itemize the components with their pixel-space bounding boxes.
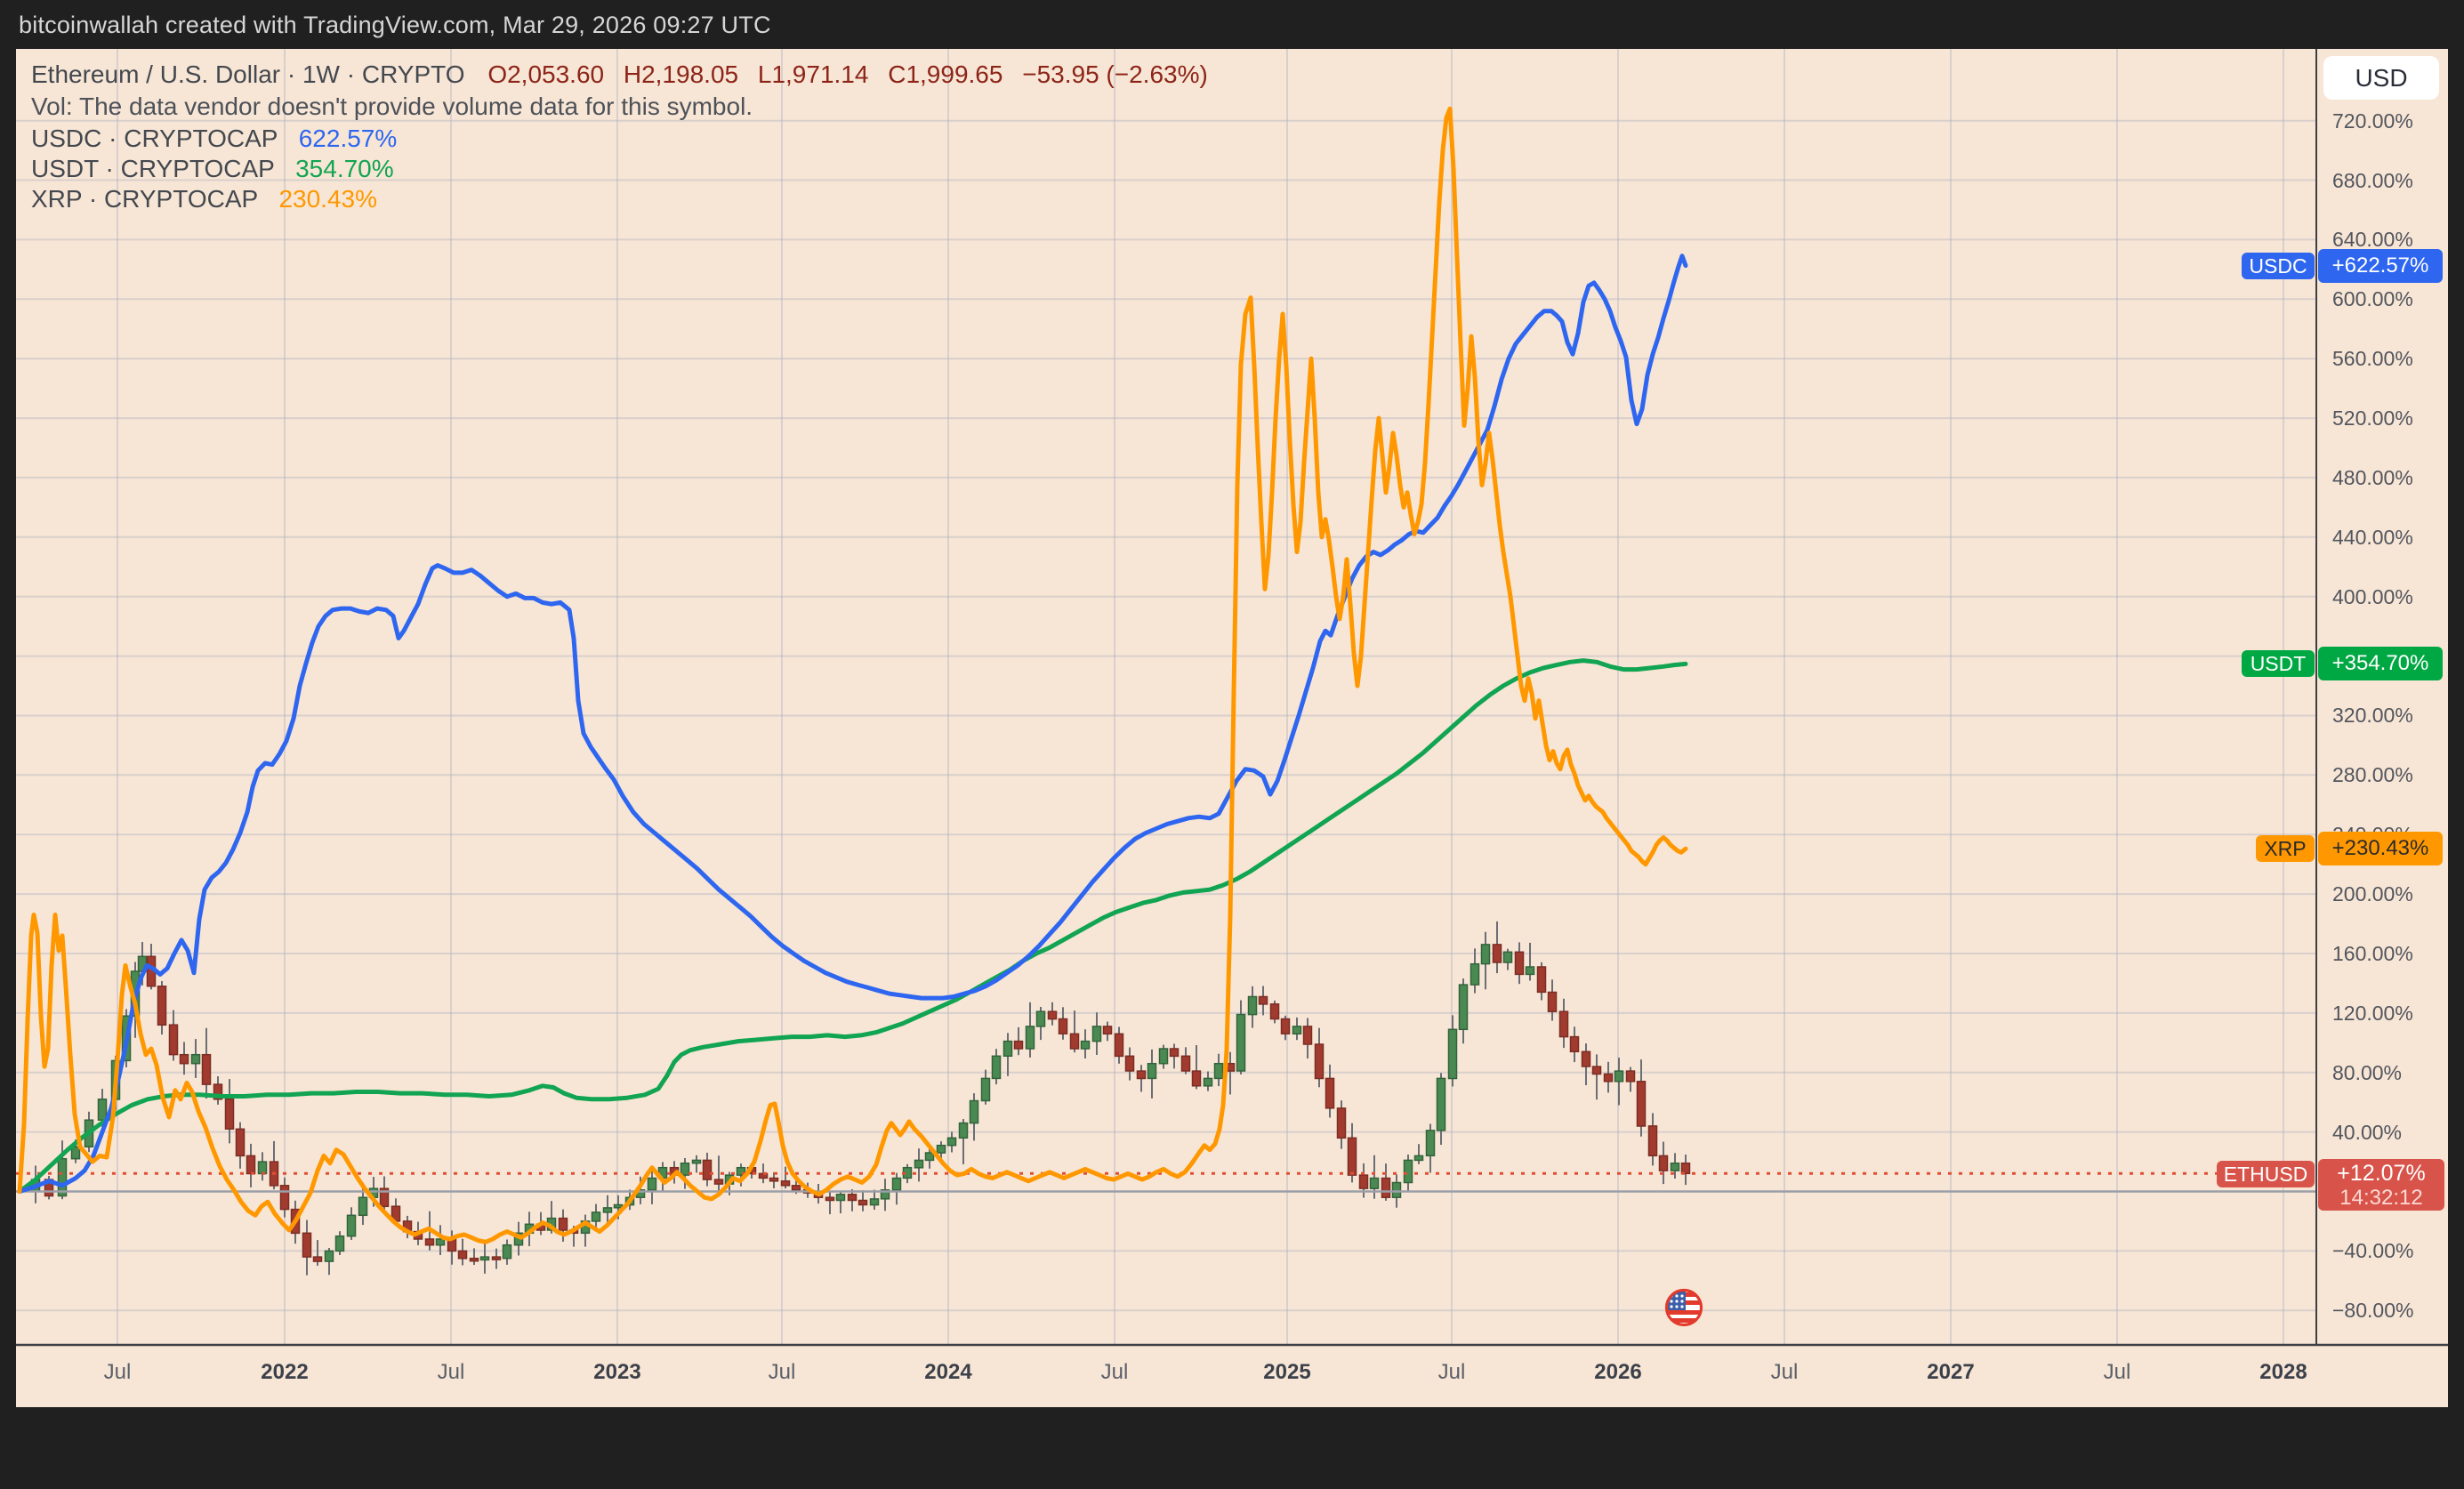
ohlc-open: O2,053.60 bbox=[487, 60, 605, 88]
ohlc-high: H2,198.05 bbox=[623, 60, 739, 88]
currency-toggle-button[interactable]: USD bbox=[2323, 56, 2439, 100]
volume-note: Vol: The data vendor doesn't provide vol… bbox=[31, 93, 753, 120]
time-tick-label: 2024 bbox=[924, 1360, 972, 1384]
price-tick-label: 200.00% bbox=[2332, 882, 2413, 906]
time-tick-label: Jul bbox=[1437, 1360, 1466, 1384]
price-tick-label: 680.00% bbox=[2332, 168, 2413, 192]
price-tick-label: 560.00% bbox=[2332, 347, 2413, 371]
price-tick-label: 80.00% bbox=[2332, 1060, 2403, 1084]
ethusd-axis-label: ETHUSD bbox=[2217, 1161, 2315, 1187]
price-tick-label: 120.00% bbox=[2332, 1001, 2413, 1025]
compare-symbol: XRP · CRYPTOCAP bbox=[31, 185, 258, 213]
time-tick-label: Jul bbox=[768, 1360, 796, 1384]
time-tick-label: Jul bbox=[1100, 1360, 1129, 1384]
usdc-axis-label: USDC bbox=[2242, 253, 2315, 279]
ethusd-last-change: +12.07% bbox=[2337, 1161, 2426, 1186]
compare-value: 230.43% bbox=[278, 185, 378, 213]
price-tick-label: 440.00% bbox=[2332, 525, 2413, 549]
header-bar: bitcoinwallah created with TradingView.c… bbox=[0, 0, 2464, 49]
price-tick-label: 720.00% bbox=[2332, 109, 2413, 133]
ohlc-low: L1,971.14 bbox=[757, 60, 869, 88]
price-tick-label: 280.00% bbox=[2332, 763, 2413, 787]
us-flag-icon bbox=[1664, 1288, 1703, 1327]
xrp-axis-label: XRP bbox=[2256, 835, 2315, 862]
ohlc-close: C1,999.65 bbox=[888, 60, 1003, 88]
compare-row-usdt[interactable]: USDT · CRYPTOCAP 354.70% bbox=[31, 155, 394, 183]
time-tick-label: Jul bbox=[437, 1360, 465, 1384]
compare-row-xrp[interactable]: XRP · CRYPTOCAP 230.43% bbox=[31, 185, 377, 213]
time-tick-label: 2028 bbox=[2259, 1360, 2307, 1384]
usdt-axis-label: USDT bbox=[2242, 650, 2315, 677]
volume-note-row: Vol: The data vendor doesn't provide vol… bbox=[31, 93, 753, 121]
usdt-axis-value: +354.70% bbox=[2318, 647, 2443, 680]
price-tick-label: 640.00% bbox=[2332, 228, 2413, 252]
ethusd-bar-countdown: 14:32:12 bbox=[2339, 1186, 2423, 1210]
price-tick-label: 480.00% bbox=[2332, 465, 2413, 489]
header-attribution: bitcoinwallah created with TradingView.c… bbox=[19, 12, 771, 38]
footer-bar: TradingView bbox=[0, 1407, 2464, 1489]
time-tick-label: 2022 bbox=[261, 1360, 309, 1384]
price-tick-label: 40.00% bbox=[2332, 1120, 2403, 1144]
compare-symbol: USDC · CRYPTOCAP bbox=[31, 125, 278, 152]
compare-symbol: USDT · CRYPTOCAP bbox=[31, 155, 275, 182]
time-tick-label: Jul bbox=[1770, 1360, 1799, 1384]
time-tick-label: 2023 bbox=[593, 1360, 641, 1384]
time-tick-label: 2027 bbox=[1927, 1360, 1975, 1384]
symbol-legend-row[interactable]: Ethereum / U.S. Dollar · 1W · CRYPTO O2,… bbox=[31, 60, 1208, 89]
compare-value: 354.70% bbox=[295, 155, 394, 182]
price-tick-label: 600.00% bbox=[2332, 287, 2413, 311]
xrp-axis-value: +230.43% bbox=[2318, 832, 2443, 865]
price-tick-label: 320.00% bbox=[2332, 704, 2413, 728]
compare-row-usdc[interactable]: USDC · CRYPTOCAP 622.57% bbox=[31, 125, 397, 153]
price-tick-label: −40.00% bbox=[2332, 1239, 2414, 1263]
price-tick-label: −80.00% bbox=[2332, 1299, 2414, 1323]
price-tick-label: 160.00% bbox=[2332, 941, 2413, 965]
time-tick-label: Jul bbox=[2103, 1360, 2131, 1384]
time-tick-label: 2025 bbox=[1263, 1360, 1311, 1384]
ohlc-change: −53.95 (−2.63%) bbox=[1022, 60, 1208, 88]
time-tick-label: 2026 bbox=[1594, 1360, 1642, 1384]
symbol-title: Ethereum / U.S. Dollar · 1W · CRYPTO bbox=[31, 60, 465, 88]
time-tick-label: Jul bbox=[103, 1360, 132, 1384]
compare-value: 622.57% bbox=[298, 125, 398, 152]
price-tick-label: 520.00% bbox=[2332, 406, 2413, 431]
ethusd-axis-value: +12.07% 14:32:12 bbox=[2318, 1159, 2444, 1211]
usdc-axis-value: +622.57% bbox=[2318, 249, 2443, 283]
price-tick-label: 400.00% bbox=[2332, 584, 2413, 608]
